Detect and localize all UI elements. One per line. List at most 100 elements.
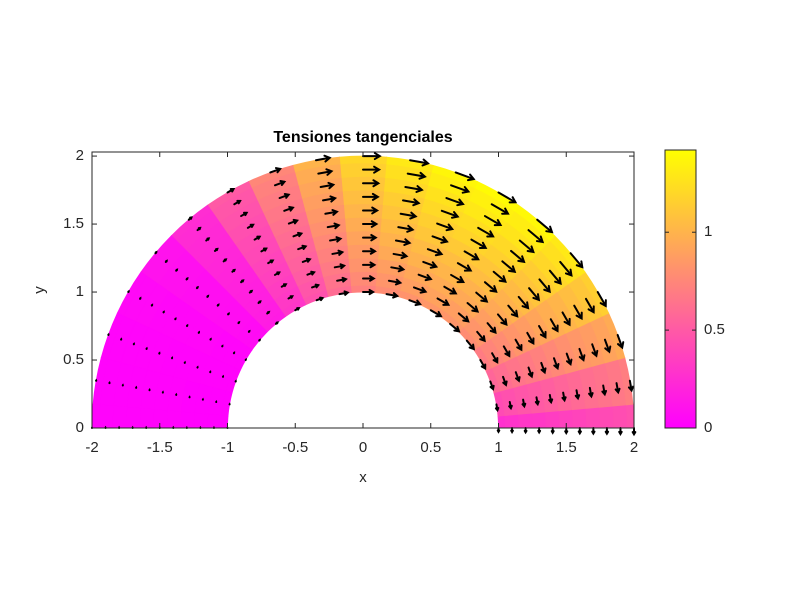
colorbar-tick-label: 1 bbox=[704, 223, 712, 240]
arrow bbox=[412, 286, 428, 294]
arrow bbox=[483, 281, 498, 293]
arrow bbox=[362, 220, 379, 228]
y-tick-label: 2 bbox=[76, 147, 84, 164]
arrow bbox=[362, 179, 381, 188]
arrow bbox=[614, 382, 621, 395]
arrow bbox=[387, 278, 403, 286]
arrow bbox=[429, 309, 443, 318]
arrow bbox=[631, 427, 637, 437]
arrow bbox=[362, 206, 380, 215]
arrow bbox=[213, 247, 219, 252]
arrow bbox=[231, 268, 236, 273]
surface-cell bbox=[206, 413, 222, 429]
arrow bbox=[206, 294, 210, 298]
arrow bbox=[475, 291, 489, 303]
arrow bbox=[392, 251, 409, 260]
arrow bbox=[164, 259, 168, 263]
arrow bbox=[517, 295, 530, 310]
arrow bbox=[258, 338, 261, 342]
arrow bbox=[591, 343, 599, 358]
arrow bbox=[362, 165, 382, 174]
surface-cell bbox=[91, 403, 101, 429]
arrow bbox=[287, 295, 295, 300]
arrow bbox=[322, 195, 338, 203]
arrow bbox=[266, 310, 271, 315]
arrow bbox=[526, 331, 535, 346]
arrow bbox=[426, 248, 444, 257]
surface-cell bbox=[612, 404, 628, 429]
arrow bbox=[538, 325, 547, 339]
arrow bbox=[226, 187, 236, 194]
arrow bbox=[422, 260, 439, 269]
arrow bbox=[578, 347, 586, 362]
arrow bbox=[466, 302, 480, 313]
surface-cell bbox=[531, 411, 547, 429]
y-tick-label: 1.5 bbox=[63, 215, 84, 232]
x-tick-label: 1.5 bbox=[556, 439, 577, 456]
arrow bbox=[273, 180, 287, 187]
arrow bbox=[569, 252, 584, 269]
arrow bbox=[616, 333, 625, 350]
arrow bbox=[527, 366, 534, 379]
surface-cell bbox=[625, 403, 635, 429]
arrow bbox=[280, 283, 288, 288]
arrow bbox=[491, 352, 499, 364]
arrow bbox=[502, 345, 511, 358]
arrow bbox=[591, 427, 596, 436]
arrow bbox=[603, 338, 612, 354]
arrow bbox=[273, 271, 281, 276]
arrow bbox=[311, 283, 321, 289]
arrow bbox=[306, 270, 316, 276]
arrow bbox=[436, 222, 455, 232]
arrow bbox=[333, 263, 347, 270]
arrow bbox=[324, 209, 339, 216]
arrow bbox=[523, 427, 528, 435]
arrow bbox=[247, 329, 251, 333]
arrow bbox=[454, 171, 476, 182]
arrow bbox=[494, 403, 500, 413]
arrow bbox=[496, 313, 508, 326]
arrow bbox=[362, 192, 380, 201]
arrow bbox=[205, 237, 211, 242]
surface-cell bbox=[111, 405, 128, 429]
x-axis-label: x bbox=[359, 469, 367, 486]
arrow bbox=[216, 303, 220, 307]
arrow bbox=[240, 211, 249, 218]
surface-cell bbox=[544, 410, 560, 429]
arrow bbox=[269, 167, 283, 174]
arrow bbox=[510, 427, 514, 435]
arrow bbox=[470, 238, 488, 249]
arrow bbox=[477, 226, 495, 238]
arrow bbox=[534, 396, 540, 407]
arrow bbox=[456, 262, 473, 272]
arrow bbox=[518, 239, 535, 254]
arrow bbox=[548, 393, 554, 405]
arrow bbox=[406, 171, 427, 180]
surface-cell bbox=[585, 406, 601, 429]
arrow bbox=[497, 191, 518, 204]
x-tick-label: -0.5 bbox=[282, 439, 308, 456]
arrow bbox=[618, 427, 623, 436]
y-tick-label: 1 bbox=[76, 283, 84, 300]
arrow bbox=[514, 338, 523, 352]
arrow bbox=[362, 247, 377, 255]
arrow bbox=[237, 320, 241, 325]
arrow bbox=[274, 321, 280, 325]
arrow bbox=[336, 276, 348, 283]
arrow bbox=[588, 386, 594, 399]
arrow bbox=[417, 273, 433, 282]
arrow bbox=[362, 288, 376, 296]
colorbar: 00.51 bbox=[664, 149, 725, 436]
arrow bbox=[196, 226, 202, 232]
arrow bbox=[195, 285, 199, 290]
surface-cell bbox=[179, 411, 195, 429]
arrow bbox=[338, 290, 350, 296]
arrow bbox=[479, 359, 487, 371]
arrow bbox=[175, 268, 179, 272]
arrow bbox=[267, 259, 275, 265]
arrow bbox=[314, 154, 332, 163]
arrow bbox=[278, 192, 291, 200]
arrow bbox=[362, 152, 382, 161]
x-tick-label: 2 bbox=[630, 439, 638, 456]
arrow bbox=[404, 185, 424, 193]
